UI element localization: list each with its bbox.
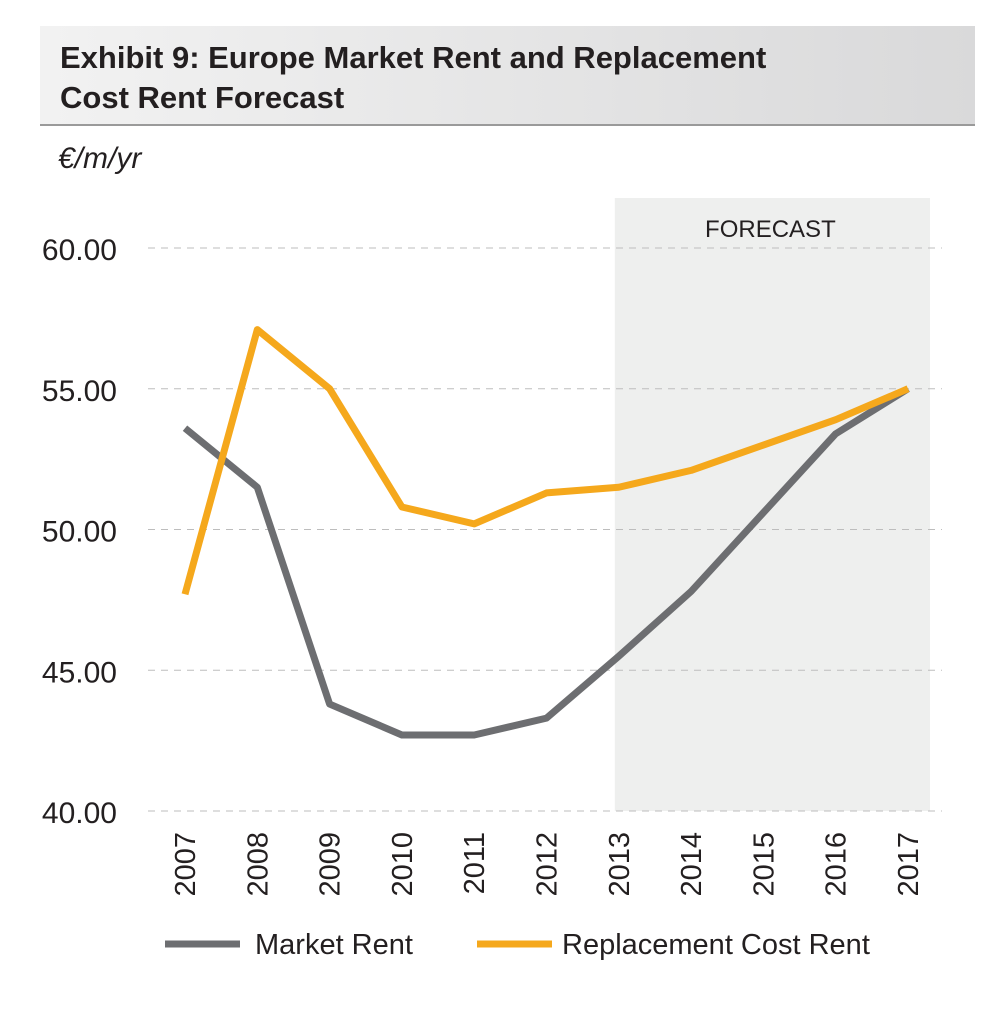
- x-tick-label: 2009: [315, 832, 347, 897]
- x-tick-label: 2010: [387, 832, 419, 897]
- x-tick-label: 2014: [676, 832, 708, 897]
- x-tick-label: 2008: [242, 832, 274, 897]
- y-tick-label: 60.00: [42, 234, 117, 267]
- x-tick-label: 2011: [459, 832, 491, 894]
- series-line-market-rent: [182, 385, 910, 739]
- legend-label: Market Rent: [255, 929, 413, 961]
- x-tick-label: 2013: [604, 832, 636, 897]
- forecast-label: FORECAST: [705, 216, 836, 243]
- y-tick-label: 55.00: [42, 375, 117, 408]
- series-line-replacement-cost-rent: [181, 326, 910, 596]
- title-banner: Exhibit 9: Europe Market Rent and Replac…: [40, 26, 975, 126]
- y-tick-label: 45.00: [42, 656, 117, 689]
- chart-title: Exhibit 9: Europe Market Rent and Replac…: [60, 40, 767, 115]
- y-axis-unit-label: €/m/yr: [58, 142, 142, 175]
- x-tick-label: 2012: [532, 832, 564, 897]
- y-tick-label: 50.00: [42, 516, 117, 549]
- x-tick-label: 2017: [893, 832, 925, 897]
- legend-label: Replacement Cost Rent: [562, 929, 870, 961]
- x-tick-label: 2007: [170, 832, 202, 897]
- y-tick-label: 40.00: [42, 797, 117, 830]
- x-tick-label: 2015: [748, 832, 780, 897]
- x-tick-label: 2016: [821, 832, 853, 897]
